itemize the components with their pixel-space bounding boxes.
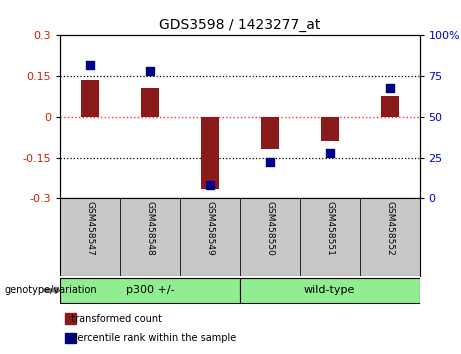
Text: genotype/variation: genotype/variation — [5, 285, 97, 295]
Bar — [240, 278, 420, 303]
Bar — [380, 96, 398, 117]
Point — [386, 85, 393, 90]
Point — [206, 182, 213, 188]
Point — [266, 160, 273, 165]
Text: p300 +/-: p300 +/- — [125, 285, 174, 295]
Bar — [81, 80, 99, 117]
Bar — [141, 88, 159, 117]
Title: GDS3598 / 1423277_at: GDS3598 / 1423277_at — [159, 18, 320, 32]
Bar — [60, 198, 120, 276]
Text: GSM458552: GSM458552 — [385, 201, 394, 255]
Text: percentile rank within the sample: percentile rank within the sample — [65, 333, 236, 343]
Bar — [120, 198, 180, 276]
Bar — [60, 278, 240, 303]
Text: GSM458551: GSM458551 — [325, 201, 334, 256]
Bar — [201, 117, 219, 189]
Text: wild-type: wild-type — [304, 285, 355, 295]
Text: GSM458547: GSM458547 — [85, 201, 95, 255]
Point — [86, 62, 94, 68]
Bar — [300, 198, 360, 276]
Text: GSM458548: GSM458548 — [145, 201, 154, 255]
Text: GSM458549: GSM458549 — [205, 201, 214, 255]
Bar — [260, 117, 278, 149]
Bar — [320, 117, 338, 141]
Bar — [180, 198, 240, 276]
Point — [146, 68, 154, 74]
Text: GSM458550: GSM458550 — [265, 201, 274, 256]
Bar — [240, 198, 300, 276]
Point — [326, 150, 333, 155]
Bar — [360, 198, 420, 276]
Text: transformed count: transformed count — [65, 314, 161, 324]
